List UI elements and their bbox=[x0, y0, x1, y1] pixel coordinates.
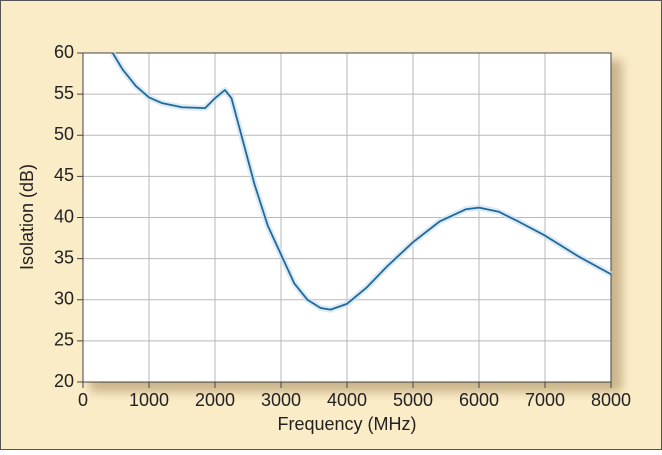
x-tick-label: 8000 bbox=[591, 390, 631, 410]
y-tick-label: 35 bbox=[54, 247, 74, 267]
y-tick-label: 40 bbox=[54, 206, 74, 226]
y-tick-label: 60 bbox=[54, 42, 74, 62]
data-line bbox=[111, 52, 612, 311]
x-tick-label: 7000 bbox=[525, 390, 565, 410]
x-tick-label: 4000 bbox=[327, 390, 367, 410]
plot-border bbox=[82, 52, 612, 383]
y-tick-label: 25 bbox=[54, 330, 74, 350]
y-tick-label: 50 bbox=[54, 124, 74, 144]
x-axis-label: Frequency (MHz) bbox=[277, 414, 416, 434]
x-tick-label: 2000 bbox=[195, 390, 235, 410]
x-tick-label: 5000 bbox=[393, 390, 433, 410]
x-tick-label: 1000 bbox=[129, 390, 169, 410]
y-tick-label: 30 bbox=[54, 289, 74, 309]
x-tick-label: 3000 bbox=[261, 390, 301, 410]
x-tick-label: 6000 bbox=[459, 390, 499, 410]
y-tick-label: 20 bbox=[54, 371, 74, 391]
y-tick-label: 45 bbox=[54, 165, 74, 185]
x-tick-label: 0 bbox=[78, 390, 88, 410]
y-axis-label: Isolation (dB) bbox=[17, 164, 37, 270]
y-tick-label: 55 bbox=[54, 83, 74, 103]
